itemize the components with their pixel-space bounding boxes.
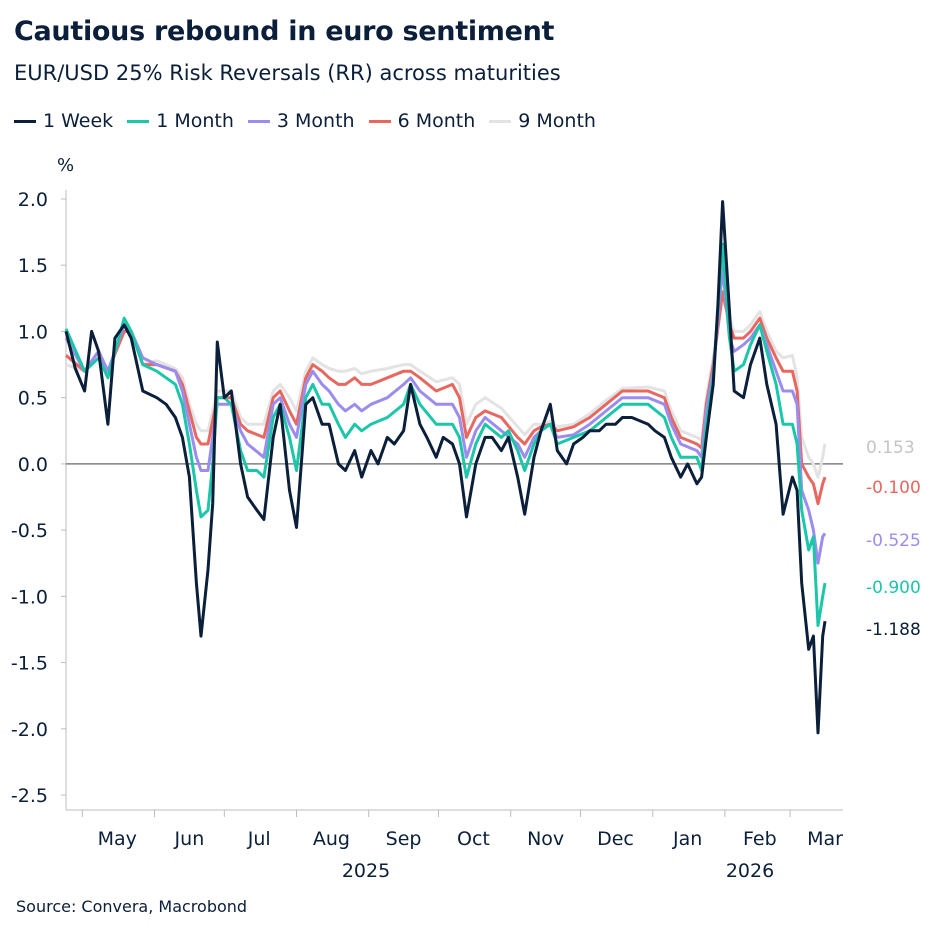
series-line-6-month (65, 290, 827, 506)
y-tick-label: -2.0 (11, 719, 48, 741)
x-month-label: Jul (247, 828, 271, 850)
legend-swatch (368, 119, 391, 123)
x-month-label: May (98, 828, 137, 850)
y-tick-label: 1.0 (18, 321, 48, 343)
x-month-label: Oct (457, 828, 490, 850)
y-tick-label: -0.5 (11, 520, 48, 542)
series-line-3-month (64, 266, 827, 565)
x-month-label: Jan (672, 828, 702, 850)
legend-label: 9 Month (518, 110, 596, 132)
source-note: Source: Convera, Macrobond (16, 897, 248, 916)
y-tick-label: 2.0 (18, 189, 48, 211)
series-line-1-month (64, 242, 827, 627)
last-value-label: -0.525 (866, 531, 921, 551)
y-tick-label: 0.0 (18, 454, 48, 476)
last-value-label: -1.188 (866, 620, 921, 640)
legend-item: 1 Month (127, 110, 234, 132)
last-value-label: -0.100 (866, 478, 921, 498)
legend-label: 1 Month (156, 110, 234, 132)
legend-swatch (489, 119, 512, 123)
y-tick-label: -1.5 (11, 653, 48, 675)
chart-subtitle: EUR/USD 25% Risk Reversals (RR) across m… (14, 61, 561, 85)
x-month-label: Mar (807, 828, 843, 850)
legend-swatch (127, 119, 150, 123)
y-tick-label: -2.5 (11, 785, 48, 807)
legend-item: 1 Week (14, 110, 113, 132)
legend: 1 Week 1 Month 3 Month 6 Month 9 Month (14, 110, 596, 132)
legend-label: 3 Month (276, 110, 355, 132)
x-month-label: Feb (743, 828, 777, 850)
legend-label: 1 Week (43, 110, 114, 132)
x-year-label: 2025 (342, 860, 390, 882)
y-tick-label: 1.5 (18, 255, 48, 277)
x-month-label: Jun (174, 828, 205, 850)
legend-swatch (14, 119, 36, 123)
legend-item: 6 Month (368, 110, 476, 132)
x-month-label: Nov (527, 828, 564, 850)
y-axis-unit: % (57, 155, 75, 176)
last-value-label: -0.900 (866, 578, 921, 598)
x-month-label: Dec (597, 828, 634, 850)
x-month-label: Sep (386, 828, 422, 850)
y-tick-label: -1.0 (11, 586, 48, 608)
last-value-label: 0.153 (866, 438, 915, 458)
legend-item: 3 Month (247, 110, 355, 132)
y-tick-label: 0.5 (18, 388, 48, 410)
chart-title: Cautious rebound in euro sentiment (14, 16, 555, 47)
series-line-9-month (65, 296, 827, 479)
legend-label: 6 Month (397, 110, 476, 132)
x-month-label: Aug (313, 828, 350, 850)
x-year-label: 2026 (726, 860, 774, 882)
legend-item: 9 Month (489, 110, 596, 132)
legend-swatch (247, 119, 270, 123)
series-line-1-week (64, 200, 827, 735)
